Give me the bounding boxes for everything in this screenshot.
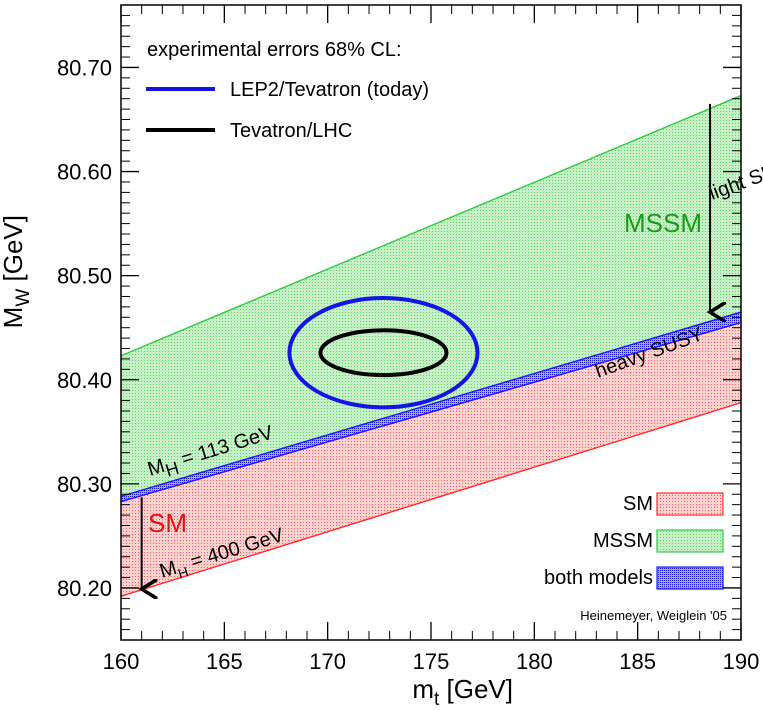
y-axis-title-sub: W	[13, 289, 34, 307]
legend-lines: experimental errors 68% CL: LEP2/Tevatro…	[146, 39, 429, 142]
ellipse-lep2-tevatron	[287, 296, 480, 410]
band-both-models-lower-edge	[121, 321, 741, 503]
mssm-label: MSSM	[624, 208, 702, 238]
sm-label: SM	[148, 508, 187, 538]
x-axis-title-main: m	[412, 674, 434, 704]
y-tick-label: 80.70	[57, 55, 112, 80]
x-tick-label: 175	[413, 649, 450, 674]
bands-layer	[121, 94, 741, 597]
y-tick-label: 80.20	[57, 576, 112, 601]
x-axis-title: mt [GeV]	[412, 674, 513, 710]
legend-mssm-swatch	[656, 529, 724, 553]
ticks-layer: 160 165 170 175 180 185 190 80.20 80.30 80.40 80.5…	[57, 5, 759, 674]
band-mssm	[121, 95, 741, 497]
band-mssm-upper-edge	[121, 94, 741, 357]
y-axis-title: MW [GeV]	[0, 215, 34, 328]
legend-mssm-label: MSSM	[593, 530, 653, 552]
legend-sm-label: SM	[623, 493, 653, 515]
mh113-sub: H	[163, 458, 181, 481]
x-tick-label: 190	[723, 649, 760, 674]
band-both-models	[121, 312, 741, 502]
x-tick-label: 170	[309, 649, 346, 674]
y-tick-label: 80.60	[57, 160, 112, 185]
legend-label-lep2: LEP2/Tevatron (today)	[230, 79, 429, 101]
legend-both-swatch	[656, 566, 724, 590]
credit-text: Heinemeyer, Weiglein '05	[580, 608, 727, 623]
ellipse-tevatron-lhc	[318, 328, 449, 378]
x-tick-label: 165	[206, 649, 243, 674]
x-axis-title-unit: [GeV]	[439, 674, 513, 704]
mh113-main: M	[145, 455, 167, 481]
legend-label-lhc: Tevatron/LHC	[230, 120, 352, 142]
y-axis-title-main: M	[0, 307, 28, 329]
x-tick-label: 160	[103, 649, 140, 674]
band-sm	[121, 322, 741, 597]
ellipses-layer	[287, 296, 480, 410]
band-sm-lower-edge	[121, 401, 741, 597]
y-axis-title-unit: [GeV]	[0, 215, 28, 289]
legend-sm-swatch	[656, 492, 724, 516]
x-axis-title-sub: t	[434, 689, 440, 710]
mh400-main: M	[157, 557, 179, 583]
x-tick-label: 185	[619, 649, 656, 674]
y-tick-label: 80.40	[57, 368, 112, 393]
y-tick-label: 80.50	[57, 264, 112, 289]
legend-both-label: both models	[544, 567, 653, 589]
band-both-models-upper-edge	[121, 311, 741, 498]
legend-title: experimental errors 68% CL:	[147, 39, 402, 61]
legend-bands: SM MSSM both models	[544, 492, 724, 590]
x-tick-label: 180	[516, 649, 553, 674]
arrows-layer	[142, 103, 710, 589]
y-tick-label: 80.30	[57, 472, 112, 497]
mh400-sub: H	[176, 563, 190, 581]
